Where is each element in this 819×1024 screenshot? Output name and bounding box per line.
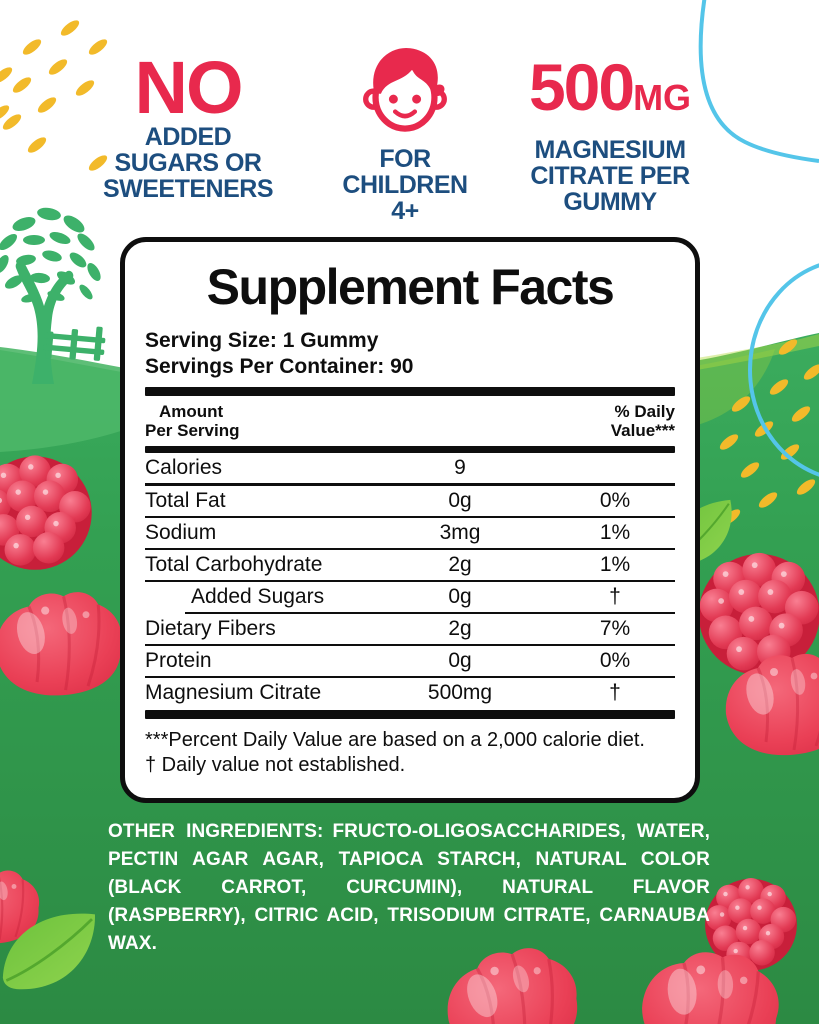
- nutrient-amount: 2g: [448, 553, 472, 576]
- table-row: Dietary Fibers 2g 7%: [145, 614, 675, 646]
- dosage-line: MAGNESIUM: [534, 136, 686, 164]
- child-face-icon: [363, 47, 447, 132]
- table-row: Total Carbohydrate 2g 1%: [145, 550, 675, 582]
- divider-bar: [145, 387, 675, 396]
- nutrient-dv: †: [609, 681, 621, 704]
- other-ingredients-label: OTHER INGREDIENTS:: [108, 821, 324, 842]
- nutrient-dv: 0%: [599, 489, 631, 512]
- nutrient-dv: 1%: [599, 521, 631, 544]
- children-badge: FOR CHILDREN 4+: [330, 42, 480, 224]
- no-claim-line: SWEETENERS: [102, 175, 274, 203]
- hill-highlight: [0, 347, 215, 452]
- nutrient-amount: 9: [454, 456, 466, 479]
- tree-illustration: [0, 207, 101, 384]
- nutrient-name: Added Sugars: [191, 585, 325, 608]
- divider-bar: [145, 710, 675, 719]
- no-claim-line: ADDED: [144, 123, 232, 151]
- nutrient-name: Protein: [145, 649, 212, 672]
- divider-bar: [145, 446, 675, 453]
- other-ingredients-text: FRUCTO-OLIGOSACCHARIDES, WATER, PECTIN A…: [108, 821, 710, 954]
- no-claim-line: SUGARS OR: [114, 149, 262, 177]
- nutrient-name: Dietary Fibers: [145, 617, 276, 640]
- nutrient-name: Total Carbohydrate: [145, 553, 323, 576]
- indented-divider: [185, 612, 675, 614]
- table-row: Calories 9: [145, 453, 675, 486]
- servings-per-container: Servings Per Container: 90: [145, 355, 414, 378]
- footnotes: ***Percent Daily Value are based on a 2,…: [145, 728, 675, 778]
- panel-title: Supplement Facts: [206, 259, 615, 315]
- dosage-line: GUMMY: [563, 188, 657, 216]
- dosage-line: CITRATE PER: [530, 162, 690, 190]
- amount-column-header: Amount Per Serving: [145, 402, 240, 440]
- nutrient-amount: 0g: [448, 585, 472, 608]
- dosage-amount: 500MG: [528, 50, 692, 124]
- nutrient-dv: 7%: [599, 617, 631, 640]
- nutrient-name: Magnesium Citrate: [145, 681, 322, 704]
- table-row: Protein 0g 0%: [145, 646, 675, 678]
- no-headline: NO: [134, 46, 244, 129]
- nutrient-dv: 1%: [599, 553, 631, 576]
- other-ingredients: OTHER INGREDIENTS: FRUCTO-OLIGOSACCHARIDE…: [108, 818, 710, 958]
- nutrient-amount: 500mg: [427, 681, 493, 704]
- nutrient-amount: 3mg: [439, 521, 481, 544]
- children-line: CHILDREN 4+: [342, 171, 468, 225]
- nutrient-amount: 0g: [448, 489, 472, 512]
- no-added-sugars-badge: NO ADDED SUGARS OR SWEETENERS: [88, 46, 288, 203]
- footnote-line: † Daily value not established.: [145, 754, 406, 776]
- dosage-badge: 500MG MAGNESIUM CITRATE PER GUMMY: [515, 50, 705, 216]
- footnote-line: ***Percent Daily Value are based on a 2,…: [145, 729, 645, 751]
- nutrient-name: Sodium: [145, 521, 217, 544]
- table-column-headers: Amount Per Serving % Daily Value***: [145, 396, 675, 446]
- nutrient-amount: 0g: [448, 649, 472, 672]
- nutrient-amount: 2g: [448, 617, 472, 640]
- children-line: FOR: [379, 145, 431, 173]
- supplement-facts-panel: Supplement Facts Serving Size: 1 Gummy S…: [120, 237, 700, 803]
- serving-size: Serving Size: 1 Gummy: [145, 329, 379, 352]
- table-row: Sodium 3mg 1%: [145, 518, 675, 550]
- fence-illustration: [43, 326, 106, 361]
- table-row: Total Fat 0g 0%: [145, 486, 675, 518]
- blue-curve: [698, 0, 819, 163]
- blue-circle: [748, 263, 819, 477]
- table-row: Added Sugars 0g †: [145, 582, 675, 612]
- nutrient-dv: 0%: [599, 649, 631, 672]
- daily-value-column-header: % Daily Value***: [610, 402, 675, 440]
- nutrient-name: Total Fat: [145, 489, 226, 512]
- nutrient-dv: †: [609, 585, 621, 608]
- table-row: Magnesium Citrate 500mg †: [145, 678, 675, 708]
- nutrient-name: Calories: [145, 456, 223, 479]
